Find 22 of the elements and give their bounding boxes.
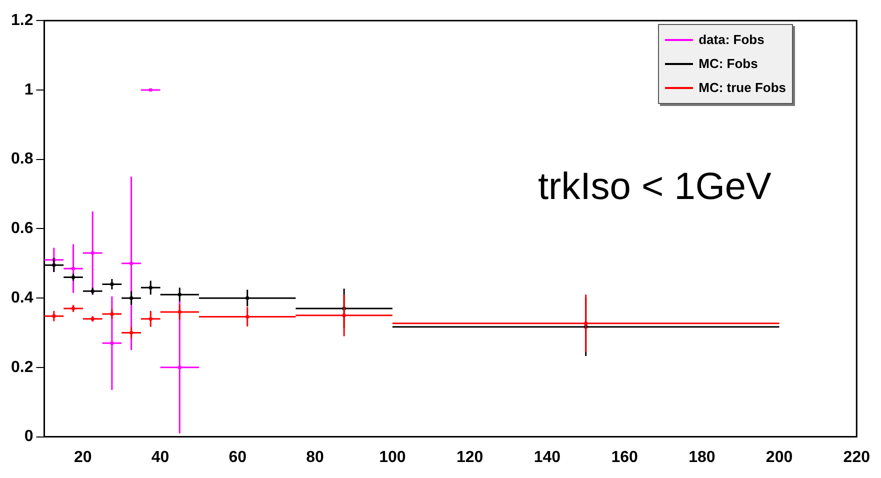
x-tick-label: 20	[74, 448, 92, 466]
x-tick-label: 120	[456, 448, 484, 466]
y-tick-label: 0.8	[10, 150, 34, 168]
x-tick-label: 40	[151, 448, 170, 466]
y-tick-label: 0.4	[10, 289, 34, 306]
y-tick-label: 0.6	[10, 220, 34, 238]
annotation: trkIso < 1GeV	[538, 166, 772, 209]
x-tick-label: 200	[766, 448, 793, 466]
x-tick-label: 180	[688, 448, 716, 466]
legend-label: MC: true Fobs	[698, 79, 786, 97]
x-tick-label: 140	[534, 448, 561, 466]
legend-label: MC: Fobs	[698, 55, 758, 73]
y-tick-label: 1.2	[10, 12, 34, 30]
x-tick-label: 60	[228, 448, 247, 466]
x-tick-label: 80	[306, 448, 324, 466]
y-tick-label: 1	[24, 81, 34, 98]
x-tick-label: 100	[379, 448, 406, 466]
x-tick-label: 220	[843, 448, 870, 466]
x-tick-label: 160	[611, 448, 638, 466]
y-tick-label: 0.2	[10, 358, 34, 376]
y-tick-label: 0	[24, 428, 34, 446]
legend-label: data: Fobs	[698, 31, 764, 49]
